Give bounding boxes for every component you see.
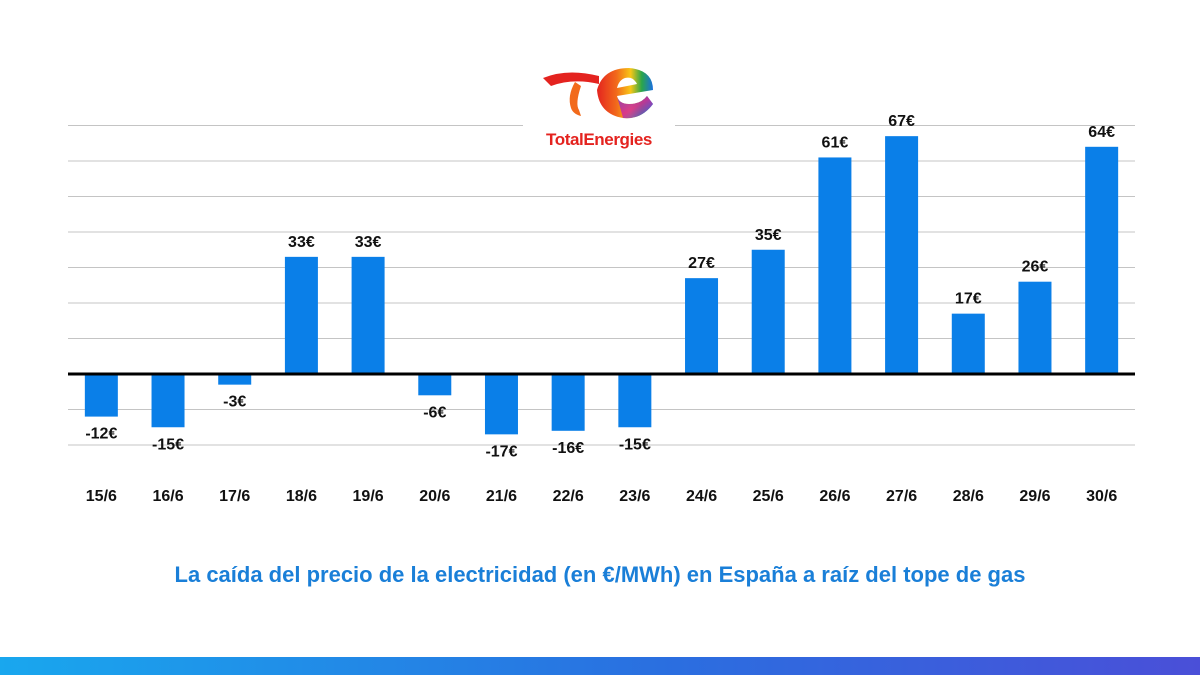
data-labels: -12€ -15€ -3€ 33€ 33€ -6€ -17€ -16€ -15€ 27€ 35€ 61…: [85, 113, 1115, 460]
bottom-gradient-bar: [0, 657, 1200, 675]
x-tick-label: 23/6: [619, 488, 650, 505]
data-label: 35€: [755, 227, 782, 244]
data-label: -15€: [619, 436, 651, 453]
bar-28/6: [951, 313, 985, 374]
bar-17/6: [218, 374, 252, 385]
x-tick-label: 19/6: [353, 488, 384, 505]
x-tick-label: 27/6: [886, 488, 917, 505]
bar-18/6: [284, 256, 318, 374]
bar-20/6: [418, 374, 452, 396]
data-label: 33€: [355, 234, 382, 251]
x-tick-label: 25/6: [753, 488, 784, 505]
data-label: -15€: [152, 436, 184, 453]
bar-23/6: [618, 374, 652, 428]
brand-name: TotalEnergies: [546, 130, 652, 149]
data-label: -17€: [485, 443, 517, 460]
data-label: -16€: [552, 440, 584, 457]
x-tick-label: 21/6: [486, 488, 517, 505]
x-tick-label: 16/6: [152, 488, 183, 505]
bar-21/6: [484, 374, 518, 435]
bar-29/6: [1018, 281, 1052, 374]
x-tick-label: 26/6: [819, 488, 850, 505]
bars: [84, 136, 1119, 435]
bar-26/6: [818, 157, 852, 374]
x-tick-label: 30/6: [1086, 488, 1117, 505]
data-label: -12€: [85, 426, 117, 443]
bar-30/6: [1085, 146, 1119, 374]
bar-27/6: [885, 136, 919, 374]
totalenergies-logo-mark: [543, 68, 653, 119]
data-label: 33€: [288, 234, 315, 251]
totalenergies-logo: TotalEnergies: [523, 52, 675, 152]
data-label: 67€: [888, 113, 915, 130]
data-label: 61€: [822, 134, 849, 151]
data-label: 26€: [1022, 259, 1049, 276]
x-tick-labels: 15/6 16/6 17/6 18/6 19/6 20/6 21/6 22/6 23/6 24/6…: [86, 488, 1118, 505]
x-tick-label: 24/6: [686, 488, 717, 505]
x-tick-label: 28/6: [953, 488, 984, 505]
bar-24/6: [685, 278, 719, 374]
data-label: -6€: [423, 404, 446, 421]
x-tick-label: 29/6: [1019, 488, 1050, 505]
x-tick-label: 20/6: [419, 488, 450, 505]
bar-19/6: [351, 256, 385, 374]
x-tick-label: 18/6: [286, 488, 317, 505]
bar-15/6: [84, 374, 118, 417]
bar-25/6: [751, 249, 785, 374]
data-label: 27€: [688, 255, 715, 272]
data-label: 64€: [1088, 124, 1115, 141]
x-tick-label: 17/6: [219, 488, 250, 505]
bar-16/6: [151, 374, 185, 428]
chart-caption: La caída del precio de la electricidad (…: [174, 562, 1026, 587]
x-tick-label: 22/6: [553, 488, 584, 505]
data-label: -3€: [223, 394, 246, 411]
x-tick-label: 15/6: [86, 488, 117, 505]
bar-22/6: [551, 374, 585, 431]
data-label: 17€: [955, 291, 982, 308]
